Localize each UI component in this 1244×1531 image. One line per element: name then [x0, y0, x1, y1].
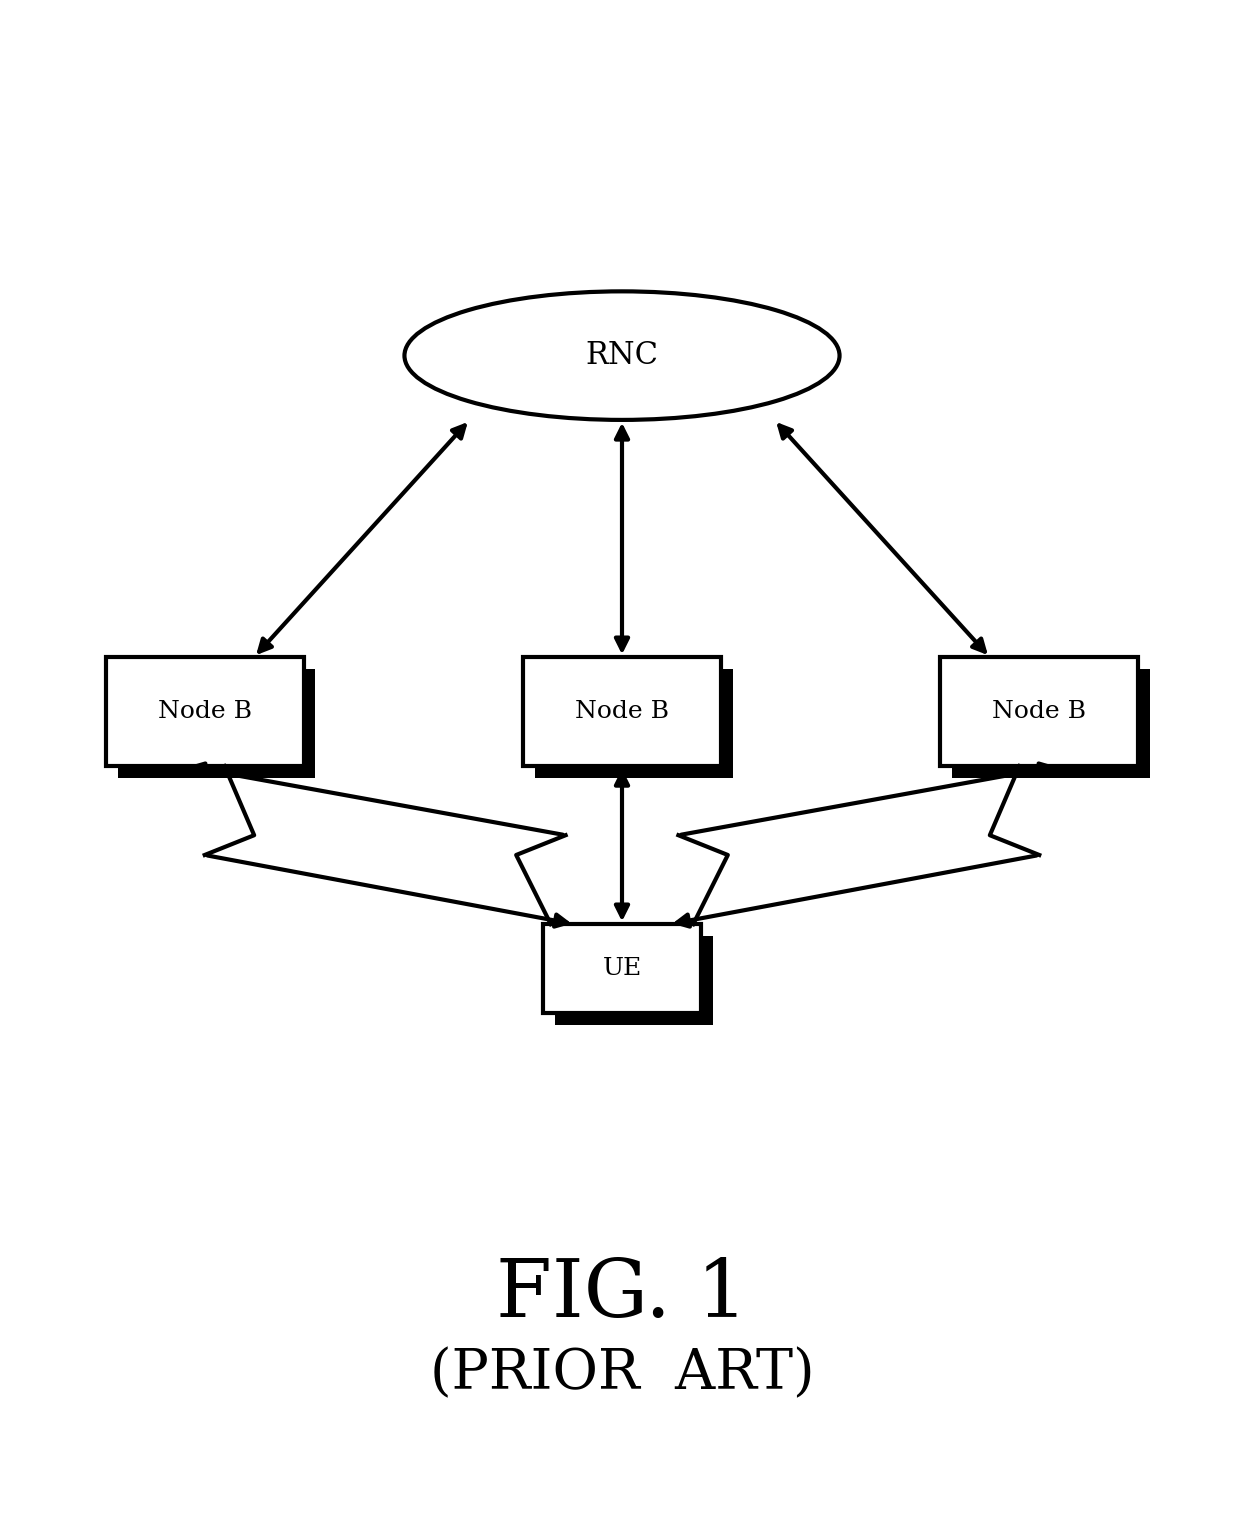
Bar	[542, 925, 702, 1014]
Bar	[952, 669, 1149, 778]
Ellipse shape	[404, 291, 840, 419]
Bar	[106, 657, 304, 766]
Bar	[940, 657, 1138, 766]
Bar	[535, 669, 733, 778]
Text: Node B: Node B	[575, 700, 669, 723]
Text: (PRIOR  ART): (PRIOR ART)	[429, 1347, 815, 1401]
Bar	[118, 669, 316, 778]
Bar	[524, 657, 720, 766]
Text: RNC: RNC	[586, 340, 658, 371]
Text: FIG. 1: FIG. 1	[496, 1255, 748, 1334]
Bar	[555, 935, 713, 1026]
Text: Node B: Node B	[993, 700, 1086, 723]
Text: UE: UE	[602, 957, 642, 980]
Text: Node B: Node B	[158, 700, 251, 723]
